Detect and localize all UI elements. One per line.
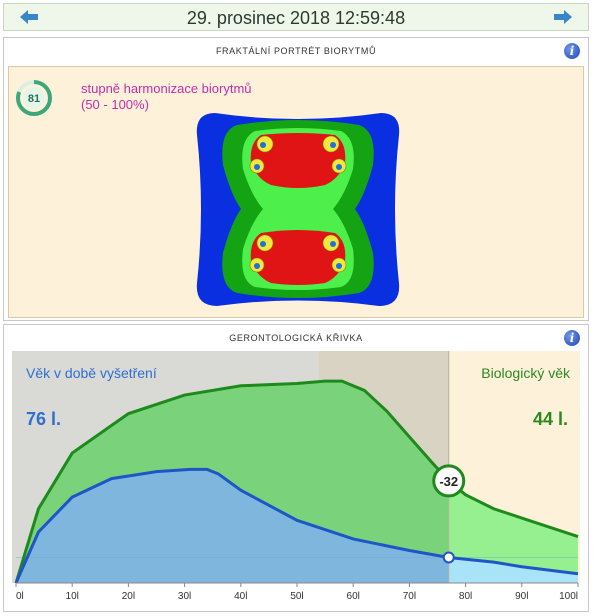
x-tick-label: 20l — [122, 591, 135, 601]
x-tick-label: 70l — [403, 591, 416, 601]
fractal-panel-title: FRAKTÁLNÍ PORTRÉT BIORYTMŮ — [215, 46, 377, 56]
x-tick-label: 100l — [559, 591, 578, 601]
biological-age-label: Biologický věk — [481, 365, 570, 381]
next-arrow-icon[interactable] — [554, 10, 572, 24]
fractal-area: 81 stupně harmonizace biorytmů (50 - 100… — [8, 66, 584, 318]
exam-age-label: Věk v době vyšetření — [26, 365, 157, 381]
chronological-marker — [442, 551, 455, 564]
biological-age-value: 44 l. — [532, 409, 568, 429]
datetime-title: 29. prosinec 2018 12:59:48 — [186, 8, 406, 28]
gerontological-panel: GERONTOLOGICKÁ KŘIVKA i -32 0l 10l 20l 30l 40… — [3, 324, 589, 612]
chronological-area-future — [448, 557, 578, 583]
date-header: 29. prosinec 2018 12:59:48 — [3, 3, 589, 31]
x-tick-label: 0l — [16, 591, 24, 601]
fractal-panel: FRAKTÁLNÍ PORTRÉT BIORYTMŮ i 81 stupně h… — [3, 37, 589, 321]
info-icon[interactable]: i — [564, 330, 580, 346]
x-tick-label: 50l — [290, 591, 303, 601]
x-tick-label: 40l — [234, 591, 247, 601]
x-tick-label: 90l — [515, 591, 528, 601]
difference-value: -32 — [439, 474, 458, 489]
score-value: 81 — [28, 93, 40, 105]
fractal-portrait — [196, 113, 400, 306]
difference-marker — [432, 464, 466, 498]
chronological-age-value: 76 l. — [26, 409, 62, 429]
prev-arrow-icon[interactable] — [20, 10, 38, 24]
x-tick-label: 30l — [178, 591, 191, 601]
x-tick-label: 60l — [347, 591, 360, 601]
chronological-area-past — [16, 469, 449, 583]
gerontological-chart: -32 0l 10l 20l 30l 40l 50l 60l 70l 80l 90l 100l Věk… — [12, 351, 580, 601]
chart-svg: -32 0l 10l 20l 30l 40l 50l 60l 70l 80l 90l 100l — [12, 351, 580, 601]
harmonization-label: stupně harmonizace biorytmů (50 - 100%) — [81, 81, 252, 112]
biological-curve — [14, 379, 579, 584]
info-icon[interactable]: i — [564, 43, 580, 59]
gerontological-panel-title: GERONTOLOGICKÁ KŘIVKA — [229, 333, 363, 343]
chronological-curve — [14, 467, 579, 584]
score-ring: 81 — [16, 80, 52, 116]
x-tick-label: 10l — [66, 591, 79, 601]
x-tick-label: 80l — [459, 591, 472, 601]
